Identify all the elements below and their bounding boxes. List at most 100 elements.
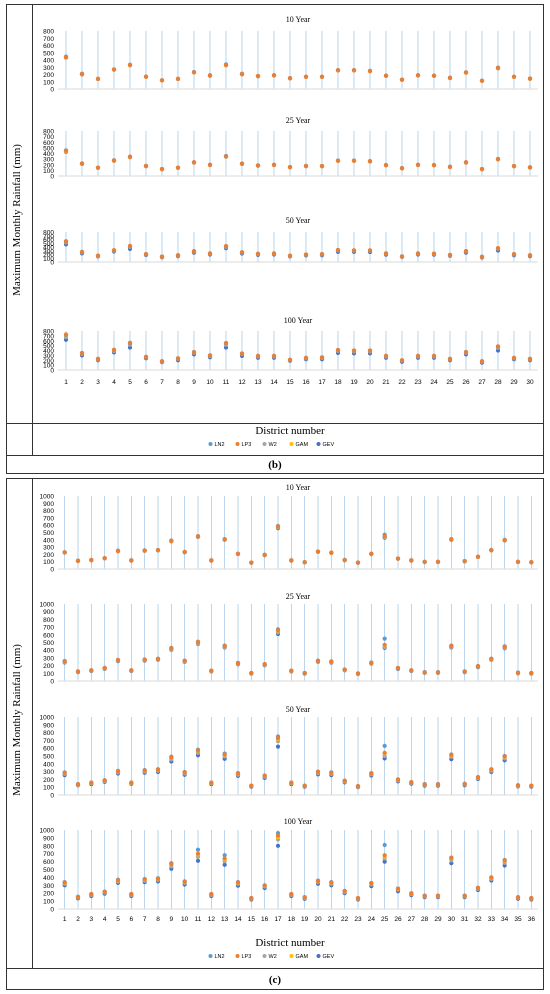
- data-point: [207, 162, 213, 167]
- data-point: [195, 534, 201, 539]
- data-point: [89, 780, 94, 785]
- data-point: [511, 355, 517, 361]
- data-point: [62, 659, 67, 664]
- data-point: [489, 875, 494, 880]
- x-tick-label: 16: [261, 916, 269, 923]
- panel-c-xlabel: District number: [255, 937, 325, 949]
- panel-b-frame: [6, 4, 544, 474]
- data-point: [102, 889, 107, 894]
- data-point: [63, 337, 69, 342]
- data-point: [129, 668, 134, 673]
- data-point: [409, 891, 414, 896]
- y-tick-label: 100: [43, 671, 54, 678]
- y-tick-label: 700: [43, 625, 54, 632]
- data-point: [335, 68, 341, 73]
- data-point: [209, 892, 214, 897]
- data-point: [235, 661, 241, 666]
- panel-b-label: (b): [268, 459, 282, 471]
- data-point: [395, 665, 401, 671]
- series-lp3: [63, 55, 533, 83]
- x-tick-label: 31: [461, 916, 469, 923]
- data-point: [463, 249, 469, 254]
- x-tick-label: 1: [63, 916, 67, 923]
- data-point: [527, 253, 533, 258]
- data-point: [367, 348, 373, 353]
- data-point: [255, 251, 261, 256]
- data-point: [95, 253, 101, 258]
- data-point: [127, 154, 133, 159]
- x-tick-label: 7: [143, 916, 147, 923]
- data-point: [422, 782, 427, 787]
- data-point: [127, 62, 133, 68]
- data-point: [195, 851, 201, 856]
- panel-b-xlabel: District number: [255, 425, 325, 437]
- x-tick-label: 20: [314, 916, 322, 923]
- y-tick-label: 800: [43, 843, 54, 850]
- data-point: [415, 73, 421, 78]
- data-point: [435, 559, 441, 564]
- y-tick-label: 300: [43, 769, 54, 776]
- panel-c-frame: [6, 478, 544, 990]
- x-tick-label: 21: [382, 379, 390, 386]
- legend-item-ln2: LN2: [208, 954, 225, 960]
- data-point: [351, 158, 357, 163]
- data-point: [495, 157, 501, 162]
- data-point: [303, 74, 309, 79]
- y-tick-label: 600: [43, 338, 54, 345]
- y-tick-label: 0: [50, 907, 54, 914]
- data-point: [239, 250, 245, 255]
- data-point: [335, 348, 341, 353]
- data-point: [479, 166, 485, 172]
- data-point: [355, 671, 361, 676]
- data-point: [447, 75, 453, 81]
- data-point: [127, 340, 133, 345]
- series-w2: [62, 630, 534, 676]
- data-point: [475, 664, 481, 669]
- data-point: [351, 68, 357, 73]
- series-gev: [63, 337, 533, 365]
- data-point: [155, 767, 161, 772]
- x-tick-label: 30: [526, 379, 534, 386]
- y-tick-label: 400: [43, 58, 54, 65]
- y-tick-label: 0: [50, 567, 54, 574]
- series-gev: [63, 242, 533, 260]
- data-point: [143, 163, 149, 169]
- data-point: [463, 70, 469, 75]
- data-point: [129, 558, 134, 563]
- data-point: [62, 550, 67, 555]
- data-point: [159, 254, 165, 259]
- data-point: [382, 750, 387, 755]
- figure-frame: [6, 4, 544, 990]
- data-point: [223, 62, 229, 68]
- data-point: [449, 643, 454, 649]
- x-tick-label: 4: [112, 379, 116, 386]
- x-tick-label: 27: [478, 379, 486, 386]
- data-point: [382, 842, 387, 848]
- data-point: [209, 668, 214, 673]
- data-point: [319, 74, 325, 79]
- legend-marker: [289, 442, 294, 446]
- data-point: [222, 853, 227, 858]
- data-point: [182, 879, 187, 884]
- x-tick-label: 24: [368, 916, 376, 923]
- data-point: [289, 668, 294, 673]
- legend-label: LP3: [242, 954, 252, 960]
- y-tick-label: 200: [43, 663, 54, 670]
- x-tick-label: 9: [192, 379, 196, 386]
- series-lp3: [63, 239, 533, 259]
- legend-item-ln2: LN2: [208, 442, 225, 448]
- data-point: [175, 165, 181, 170]
- data-point: [191, 160, 197, 165]
- legend-marker: [262, 442, 267, 446]
- data-point: [79, 351, 85, 356]
- y-tick-label: 0: [50, 87, 54, 94]
- data-point: [502, 538, 507, 543]
- data-point: [383, 251, 389, 256]
- data-point: [502, 644, 507, 649]
- x-tick-label: 15: [248, 916, 256, 923]
- data-point: [351, 348, 357, 353]
- x-tick-label: 15: [286, 379, 294, 386]
- data-point: [355, 895, 361, 901]
